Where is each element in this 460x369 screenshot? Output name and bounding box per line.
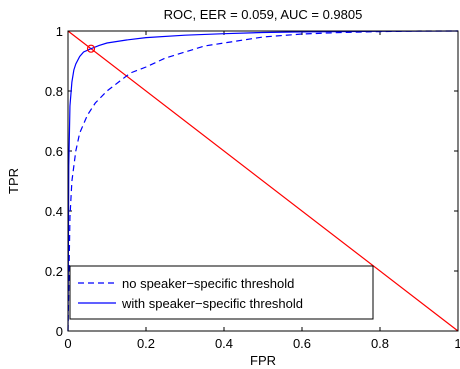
legend-box <box>69 265 374 320</box>
y-tick-label: 0 <box>56 324 63 339</box>
chart-title: ROC, EER = 0.059, AUC = 0.9805 <box>164 7 363 22</box>
x-tick-label: 0.2 <box>137 336 155 351</box>
y-tick-label: 0.8 <box>45 84 63 99</box>
y-tick-label: 0.4 <box>45 204 63 219</box>
y-tick-label: 0.6 <box>45 144 63 159</box>
y-axis-label: TPR <box>6 168 21 194</box>
x-tick-label: 0.6 <box>293 336 311 351</box>
series-no-speaker-threshold <box>67 30 458 332</box>
legend: no speaker−specific threshold with speak… <box>69 265 374 320</box>
y-tick-label: 0.2 <box>45 264 63 279</box>
x-tick-label: 0.4 <box>215 336 233 351</box>
x-tick-label: 1 <box>454 336 460 351</box>
legend-label-with-speaker: with speaker−specific threshold <box>121 296 303 311</box>
x-tick-label: 0.8 <box>371 336 389 351</box>
y-tick-label: 1 <box>56 24 63 39</box>
eer-point-marker <box>86 44 96 53</box>
series-group <box>67 30 459 332</box>
series-with-speaker-threshold <box>67 30 459 332</box>
x-axis-label: FPR <box>250 353 276 368</box>
x-tick-label: 0 <box>64 336 71 351</box>
legend-label-no-speaker: no speaker−specific threshold <box>122 276 294 291</box>
ticks-group: 0 0.2 0.4 0.6 0.8 1 0 0.2 0.4 0.6 0.8 1 <box>45 24 460 351</box>
eer-diagonal-line <box>67 30 459 332</box>
axes-frame <box>67 30 459 332</box>
